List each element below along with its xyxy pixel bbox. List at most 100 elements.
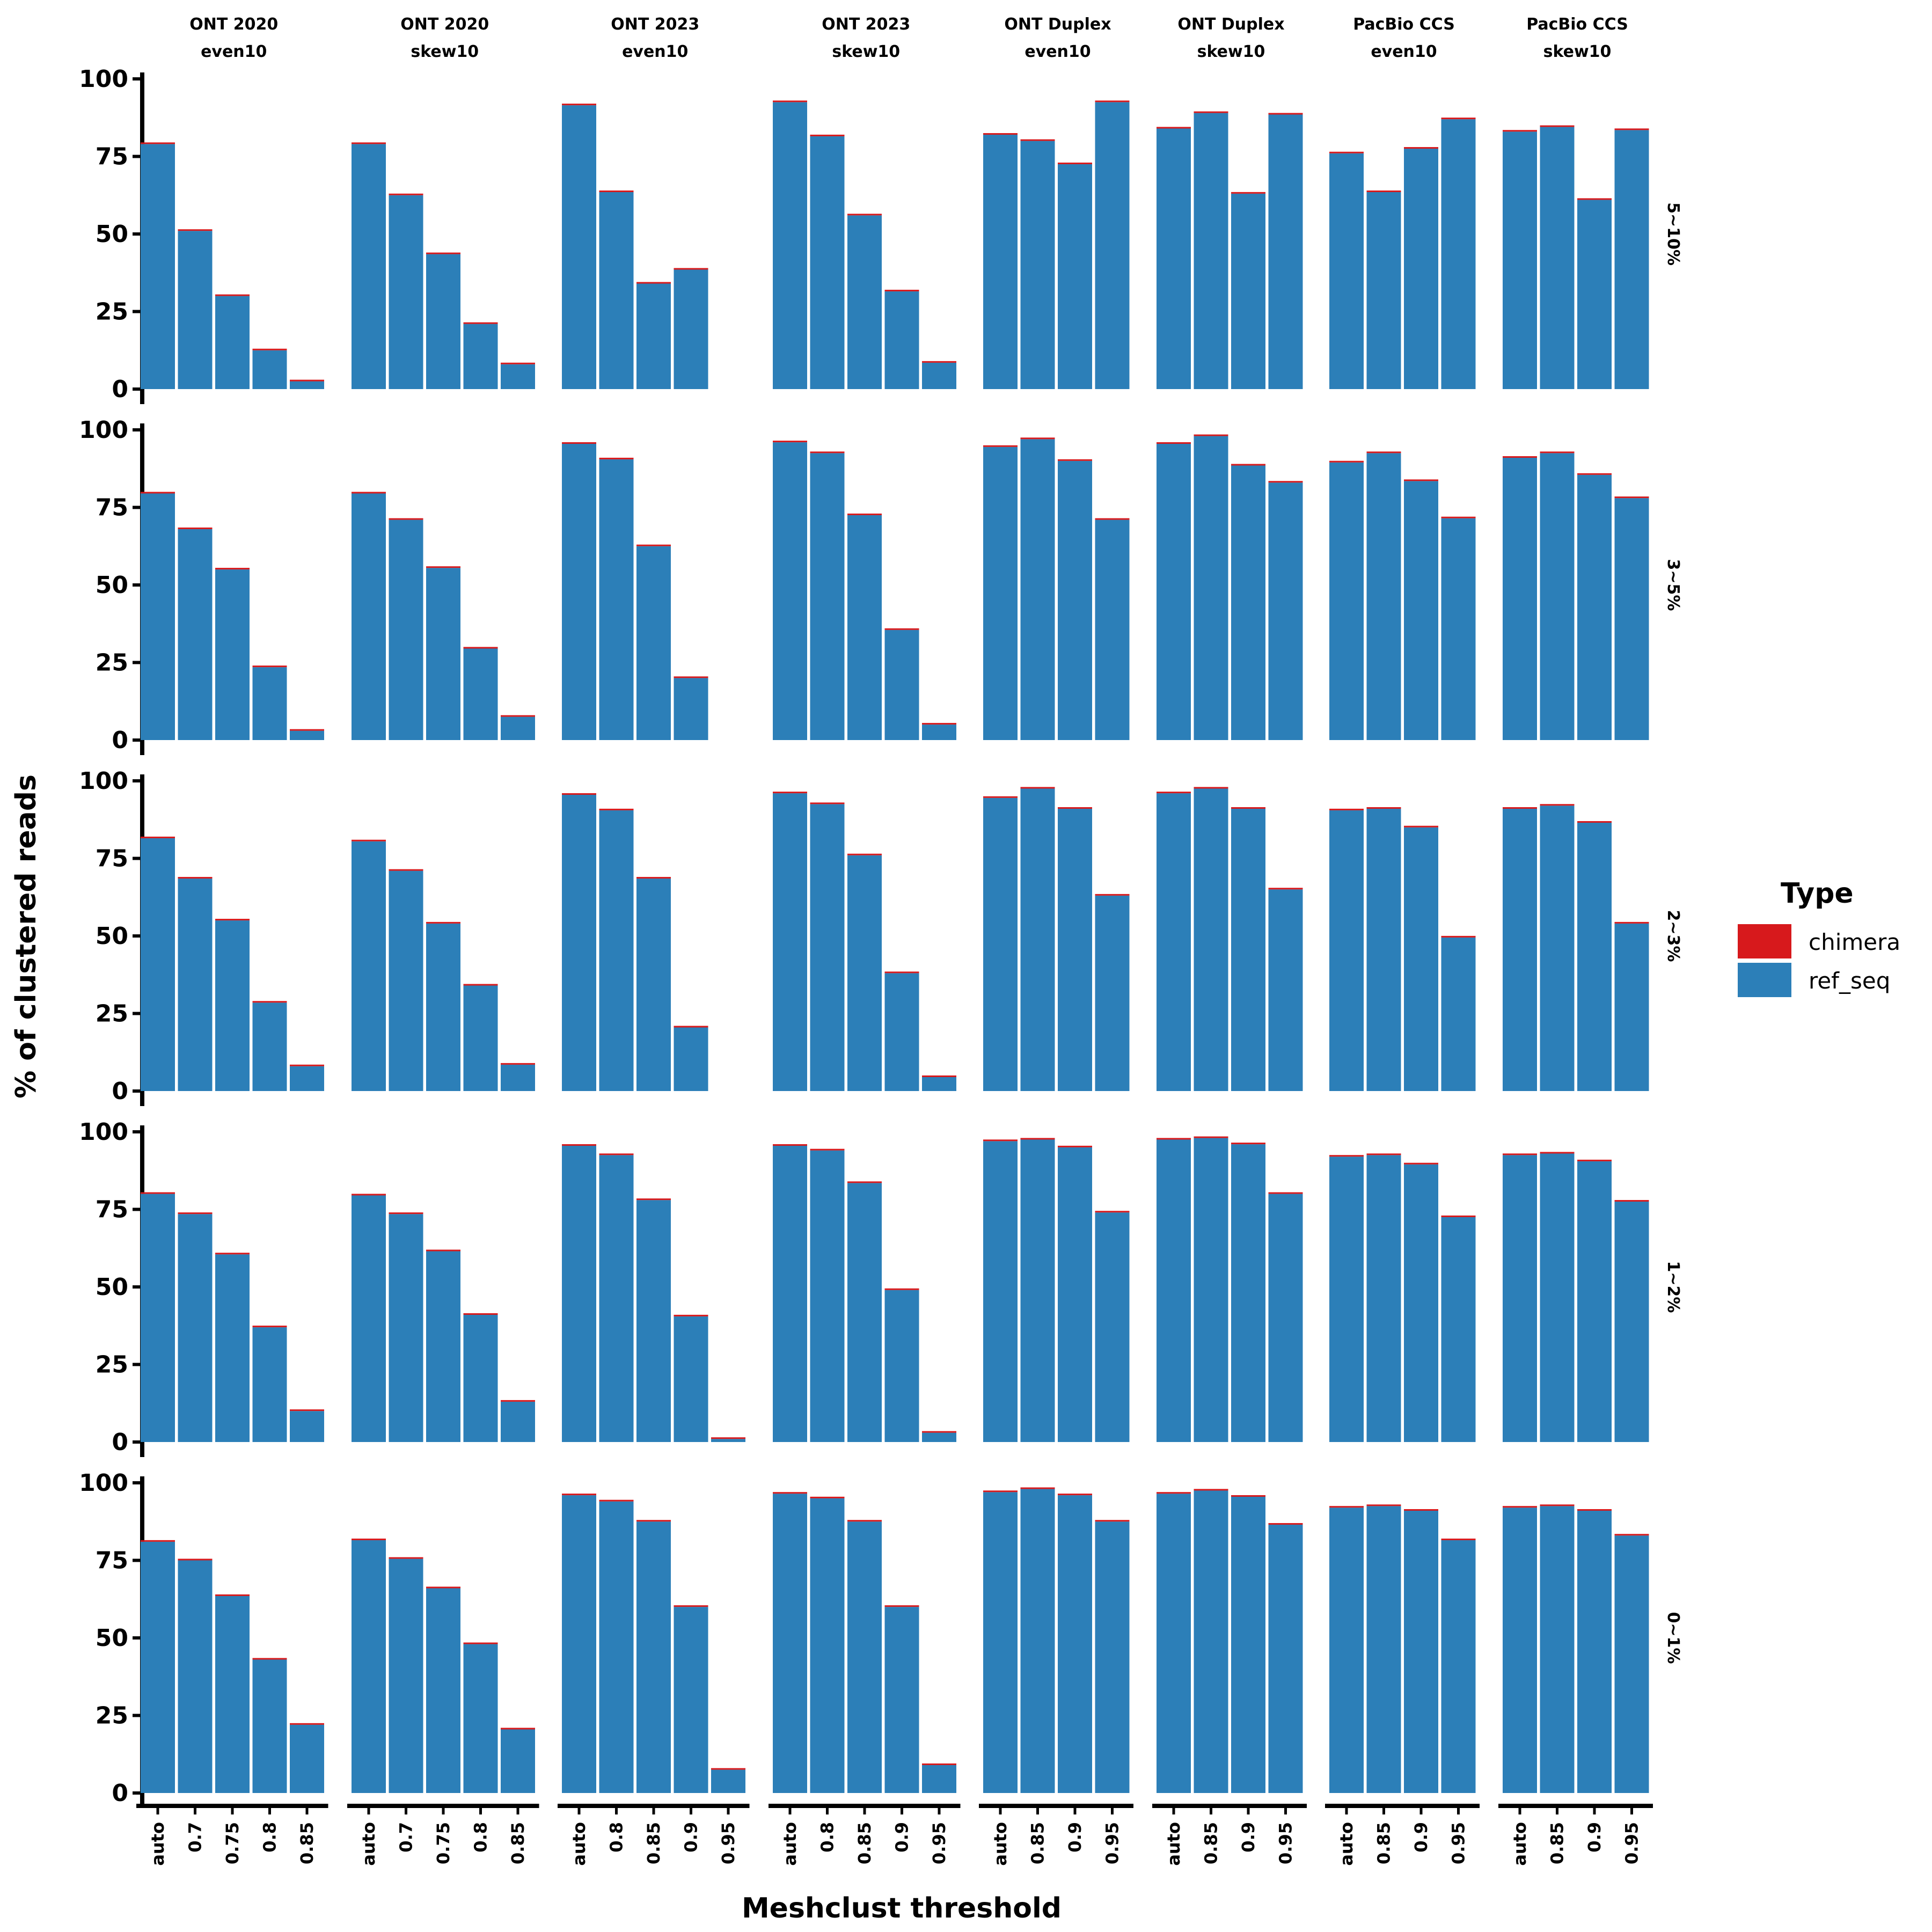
bar-ref-seq: [1503, 809, 1537, 1091]
bar-ref-seq: [636, 283, 671, 389]
bar-chimera: [1095, 1520, 1130, 1522]
bar-chimera: [1058, 162, 1092, 164]
bar-ref-seq: [1577, 474, 1612, 740]
bar-chimera: [1268, 481, 1303, 483]
bar-chimera: [1366, 190, 1401, 192]
bar-chimera: [1231, 192, 1265, 194]
bar-chimera: [252, 348, 287, 350]
bar-ref-seq: [1366, 453, 1401, 740]
y-tick-label: 100: [79, 767, 128, 795]
x-tick-label-0-85: 0.85: [1374, 1822, 1394, 1864]
bar-chimera: [290, 729, 324, 731]
bar-ref-seq: [922, 1077, 956, 1091]
bar-ref-seq: [674, 269, 708, 389]
bar-chimera: [389, 518, 423, 520]
facet-panels: ONT 2020 even10 ONT 2020 skew10 ONT 2023 even…: [79, 15, 1682, 1866]
bar-ref-seq: [463, 985, 498, 1091]
bar-ref-seq: [389, 1214, 423, 1442]
bar-chimera: [847, 1520, 882, 1522]
bar-chimera: [463, 647, 498, 649]
bar-ref-seq: [1329, 1507, 1364, 1793]
x-tick-label-auto: auto: [1510, 1822, 1530, 1866]
x-tick-label-0-9: 0.9: [1411, 1822, 1431, 1853]
bar-ref-seq: [215, 1596, 250, 1793]
bar-chimera: [884, 628, 919, 630]
x-tick-label-auto: auto: [990, 1822, 1011, 1866]
bar-ref-seq: [1020, 1489, 1055, 1793]
bar-ref-seq: [1577, 823, 1612, 1091]
bar-ref-seq: [1095, 102, 1130, 390]
bar-ref-seq: [562, 105, 596, 389]
bar-ref-seq: [1058, 809, 1092, 1091]
bar-chimera: [389, 869, 423, 871]
bar-ref-seq: [389, 519, 423, 740]
bar-chimera: [1366, 1504, 1401, 1506]
bar-chimera: [1157, 1492, 1191, 1494]
bar-chimera: [1366, 1153, 1401, 1155]
y-tick-label: 100: [79, 1118, 128, 1146]
bar-ref-seq: [1058, 1495, 1092, 1793]
bar-chimera: [1058, 1494, 1092, 1496]
y-tick-label: 0: [112, 1078, 128, 1105]
bar-chimera: [1329, 808, 1364, 810]
bar-chimera: [1503, 807, 1537, 809]
bar-ref-seq: [426, 1588, 460, 1793]
bar-ref-seq: [1058, 164, 1092, 389]
bar-chimera: [352, 1538, 386, 1540]
bar-ref-seq: [636, 1521, 671, 1793]
column-title-8: PacBio CCS: [1526, 15, 1628, 34]
bar-chimera: [252, 1001, 287, 1003]
bar-ref-seq: [884, 291, 919, 389]
bar-ref-seq: [1366, 1155, 1401, 1442]
bar-ref-seq: [141, 144, 175, 389]
bar-ref-seq: [599, 192, 634, 389]
column-subtitle-1: even10: [201, 42, 267, 61]
bar-chimera: [1404, 479, 1438, 481]
bar-ref-seq: [674, 1316, 708, 1442]
bar-chimera: [773, 441, 807, 443]
bar-chimera: [1614, 1534, 1649, 1536]
bar-ref-seq: [1194, 788, 1228, 1091]
bar-ref-seq: [1157, 1139, 1191, 1442]
bar-ref-seq: [501, 364, 535, 389]
bar-ref-seq: [562, 444, 596, 740]
y-tick-label: 100: [79, 1469, 128, 1497]
y-tick-label: 0: [112, 1780, 128, 1807]
bar-ref-seq: [1329, 462, 1364, 740]
bar-ref-seq: [884, 630, 919, 740]
x-tick-label-0-95: 0.95: [929, 1822, 949, 1864]
legend-title: Type: [1781, 877, 1854, 910]
bar-chimera: [389, 193, 423, 195]
y-tick-label: 75: [96, 1547, 128, 1575]
x-tick-label-0-75: 0.75: [433, 1822, 453, 1864]
bar-chimera: [1020, 139, 1055, 141]
bar-chimera: [463, 1642, 498, 1644]
bar-chimera: [1095, 518, 1130, 520]
x-tick-label-auto: auto: [1163, 1822, 1184, 1866]
bar-ref-seq: [252, 350, 287, 389]
bar-chimera: [426, 921, 460, 924]
bar-chimera: [1194, 434, 1228, 436]
bar-ref-seq: [810, 804, 845, 1091]
bar-ref-seq: [773, 442, 807, 740]
bar-ref-seq: [290, 730, 324, 740]
bar-chimera: [922, 723, 956, 725]
bar-chimera: [1157, 127, 1191, 129]
bar-chimera: [884, 971, 919, 974]
y-tick-label: 0: [112, 727, 128, 754]
bar-ref-seq: [501, 716, 535, 740]
bar-chimera: [1095, 894, 1130, 896]
bar-chimera: [922, 1763, 956, 1765]
bar-chimera: [1231, 464, 1265, 466]
bar-ref-seq: [1020, 141, 1055, 389]
bar-chimera: [352, 142, 386, 144]
bar-ref-seq: [215, 569, 250, 740]
legend-label-ref-seq: ref_seq: [1809, 968, 1890, 994]
bar-ref-seq: [1268, 889, 1303, 1091]
bar-chimera: [389, 1557, 423, 1559]
bar-chimera: [562, 793, 596, 795]
bar-ref-seq: [1614, 1535, 1649, 1793]
bar-chimera: [215, 919, 250, 921]
bar-chimera: [1404, 147, 1438, 149]
